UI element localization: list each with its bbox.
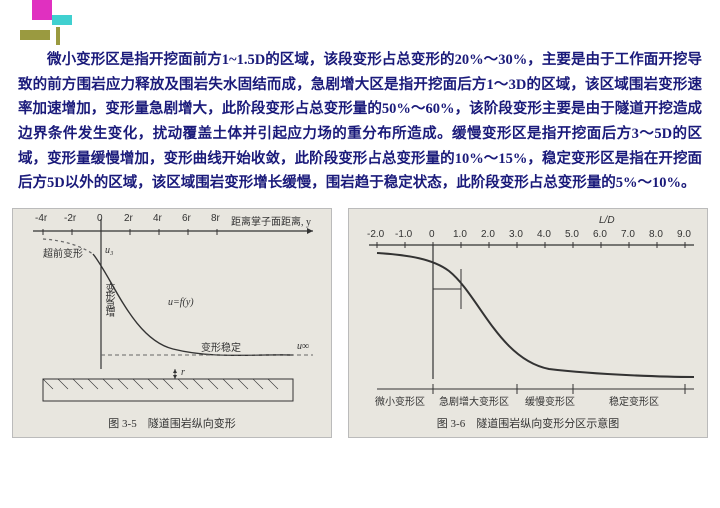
figure-3-5: -4r -2r 0 2r 4r 6r 8r 距离掌子面距离, y 超前变形 u₃… bbox=[12, 208, 332, 438]
decoration-svg bbox=[20, 0, 80, 45]
fig-right-caption: 图 3-6 隧道围岩纵向变形分区示意图 bbox=[349, 415, 707, 431]
tick-6r: 6r bbox=[182, 213, 191, 224]
rt-8: 8.0 bbox=[649, 229, 663, 240]
anno-fn: u=f(y) bbox=[168, 297, 194, 308]
tick--4r: -4r bbox=[35, 213, 47, 224]
rt-1: 1.0 bbox=[453, 229, 467, 240]
tick-0: 0 bbox=[97, 213, 103, 224]
fig-left-xlabel: 距离掌子面距离, y bbox=[231, 213, 311, 228]
header-decoration bbox=[20, 0, 80, 45]
tick--2r: -2r bbox=[64, 213, 76, 224]
rt-0: 0 bbox=[429, 229, 435, 240]
anno-pre-deform: 超前变形 bbox=[43, 245, 83, 260]
rt-7: 7.0 bbox=[621, 229, 635, 240]
rt--2: -2.0 bbox=[367, 229, 384, 240]
rt-5: 5.0 bbox=[565, 229, 579, 240]
anno-r: r bbox=[181, 367, 185, 378]
fig-right-xlabel: L/D bbox=[599, 215, 615, 226]
rt-9: 9.0 bbox=[677, 229, 691, 240]
anno-rapid: 变形急增 bbox=[101, 283, 116, 315]
region-4: 稳定变形区 bbox=[609, 393, 659, 408]
anno-uinf: u∞ bbox=[297, 341, 309, 352]
rt-4: 4.0 bbox=[537, 229, 551, 240]
tick-8r: 8r bbox=[211, 213, 220, 224]
anno-u3: u₃ bbox=[105, 245, 113, 256]
paragraph-text: 微小变形区是指开挖面前方1~1.5D的区域，该段变形占总变形的20%～30%，主… bbox=[18, 48, 702, 196]
region-2: 急剧增大变形区 bbox=[439, 393, 509, 408]
region-3: 缓慢变形区 bbox=[525, 393, 575, 408]
figure-3-6: L/D -2.0 -1.0 0 1.0 2.0 3.0 4.0 5.0 6.0 … bbox=[348, 208, 708, 438]
fig-left-svg bbox=[13, 209, 333, 409]
rt--1: -1.0 bbox=[395, 229, 412, 240]
region-1: 微小变形区 bbox=[375, 393, 425, 408]
tick-4r: 4r bbox=[153, 213, 162, 224]
figures-row: -4r -2r 0 2r 4r 6r 8r 距离掌子面距离, y 超前变形 u₃… bbox=[0, 204, 720, 438]
tick-2r: 2r bbox=[124, 213, 133, 224]
rt-2: 2.0 bbox=[481, 229, 495, 240]
fig-left-caption: 图 3-5 隧道围岩纵向变形 bbox=[13, 415, 331, 431]
rt-3: 3.0 bbox=[509, 229, 523, 240]
rt-6: 6.0 bbox=[593, 229, 607, 240]
anno-stable: 变形稳定 bbox=[201, 339, 241, 354]
main-paragraph: 微小变形区是指开挖面前方1~1.5D的区域，该段变形占总变形的20%～30%，主… bbox=[0, 0, 720, 204]
